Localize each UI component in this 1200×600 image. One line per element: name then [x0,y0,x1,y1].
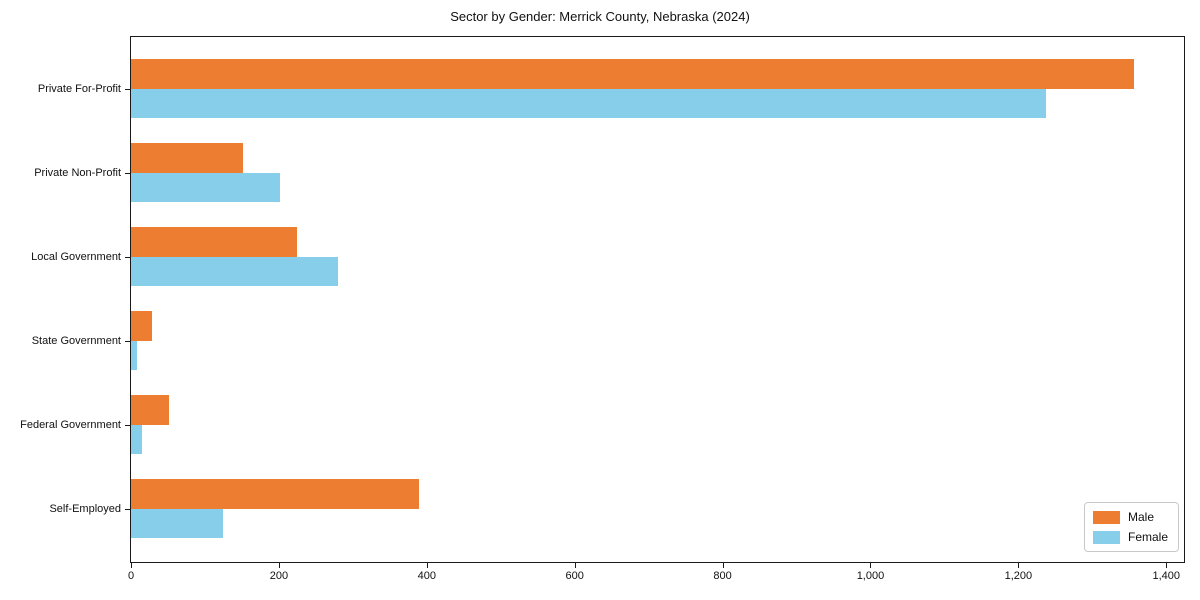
y-axis-label: Private Non-Profit [34,167,121,179]
y-axis-label: Private For-Profit [37,83,121,95]
y-axis-label: Local Government [31,251,121,263]
x-axis-tick-label: 200 [269,570,289,582]
y-axis-tick [125,341,131,342]
bar-female [131,257,339,286]
chart-title: Sector by Gender: Merrick County, Nebras… [450,9,750,24]
y-axis-label: Self-Employed [49,503,121,515]
x-axis-tick [1018,562,1020,568]
x-axis-tick-label: 1,200 [1004,570,1033,582]
bar-male [131,479,420,509]
y-axis-tick [125,425,131,426]
plot-area: Male Female Private For-Profit Private No… [20,36,1185,582]
legend-label-female: Female [1127,530,1168,544]
bar-male [131,227,298,257]
x-axis-tick-label: 400 [417,570,436,582]
x-axis-tick [574,562,576,568]
y-axis-tick [125,509,131,510]
bar-male [131,143,244,173]
y-axis-tick [125,89,131,90]
x-axis-tick-label: 600 [565,570,584,582]
x-axis-tick [278,562,280,568]
x-axis-tick-label: 1,000 [856,570,885,582]
bar-female [131,425,143,454]
bar-female [131,89,1047,118]
x-axis-tick-label: 1,400 [1152,570,1181,582]
y-axis-tick [125,257,131,258]
x-axis-tick-label: 0 [127,570,135,582]
x-axis-tick [131,562,132,568]
bar-female [131,341,137,370]
legend-entry-female: Female [1092,530,1168,544]
legend: Male Female [1083,502,1179,552]
bar-female [131,173,281,202]
x-axis-tick [1166,562,1168,568]
x-axis-tick-label: 800 [713,570,732,582]
bar-male [131,395,169,425]
male-swatch [1092,510,1120,524]
x-axis-tick [426,562,428,568]
y-axis-label: State Government [31,335,121,347]
bar-male [131,311,152,341]
y-axis-tick [125,173,131,174]
bar-female [131,509,223,538]
x-axis-tick [722,562,724,568]
legend-label-male: Male [1127,510,1154,524]
y-axis-label: Federal Government [20,419,121,431]
bar-male [131,59,1134,89]
female-swatch [1092,530,1120,544]
x-axis-tick [870,562,872,568]
legend-entry-male: Male [1092,510,1168,524]
